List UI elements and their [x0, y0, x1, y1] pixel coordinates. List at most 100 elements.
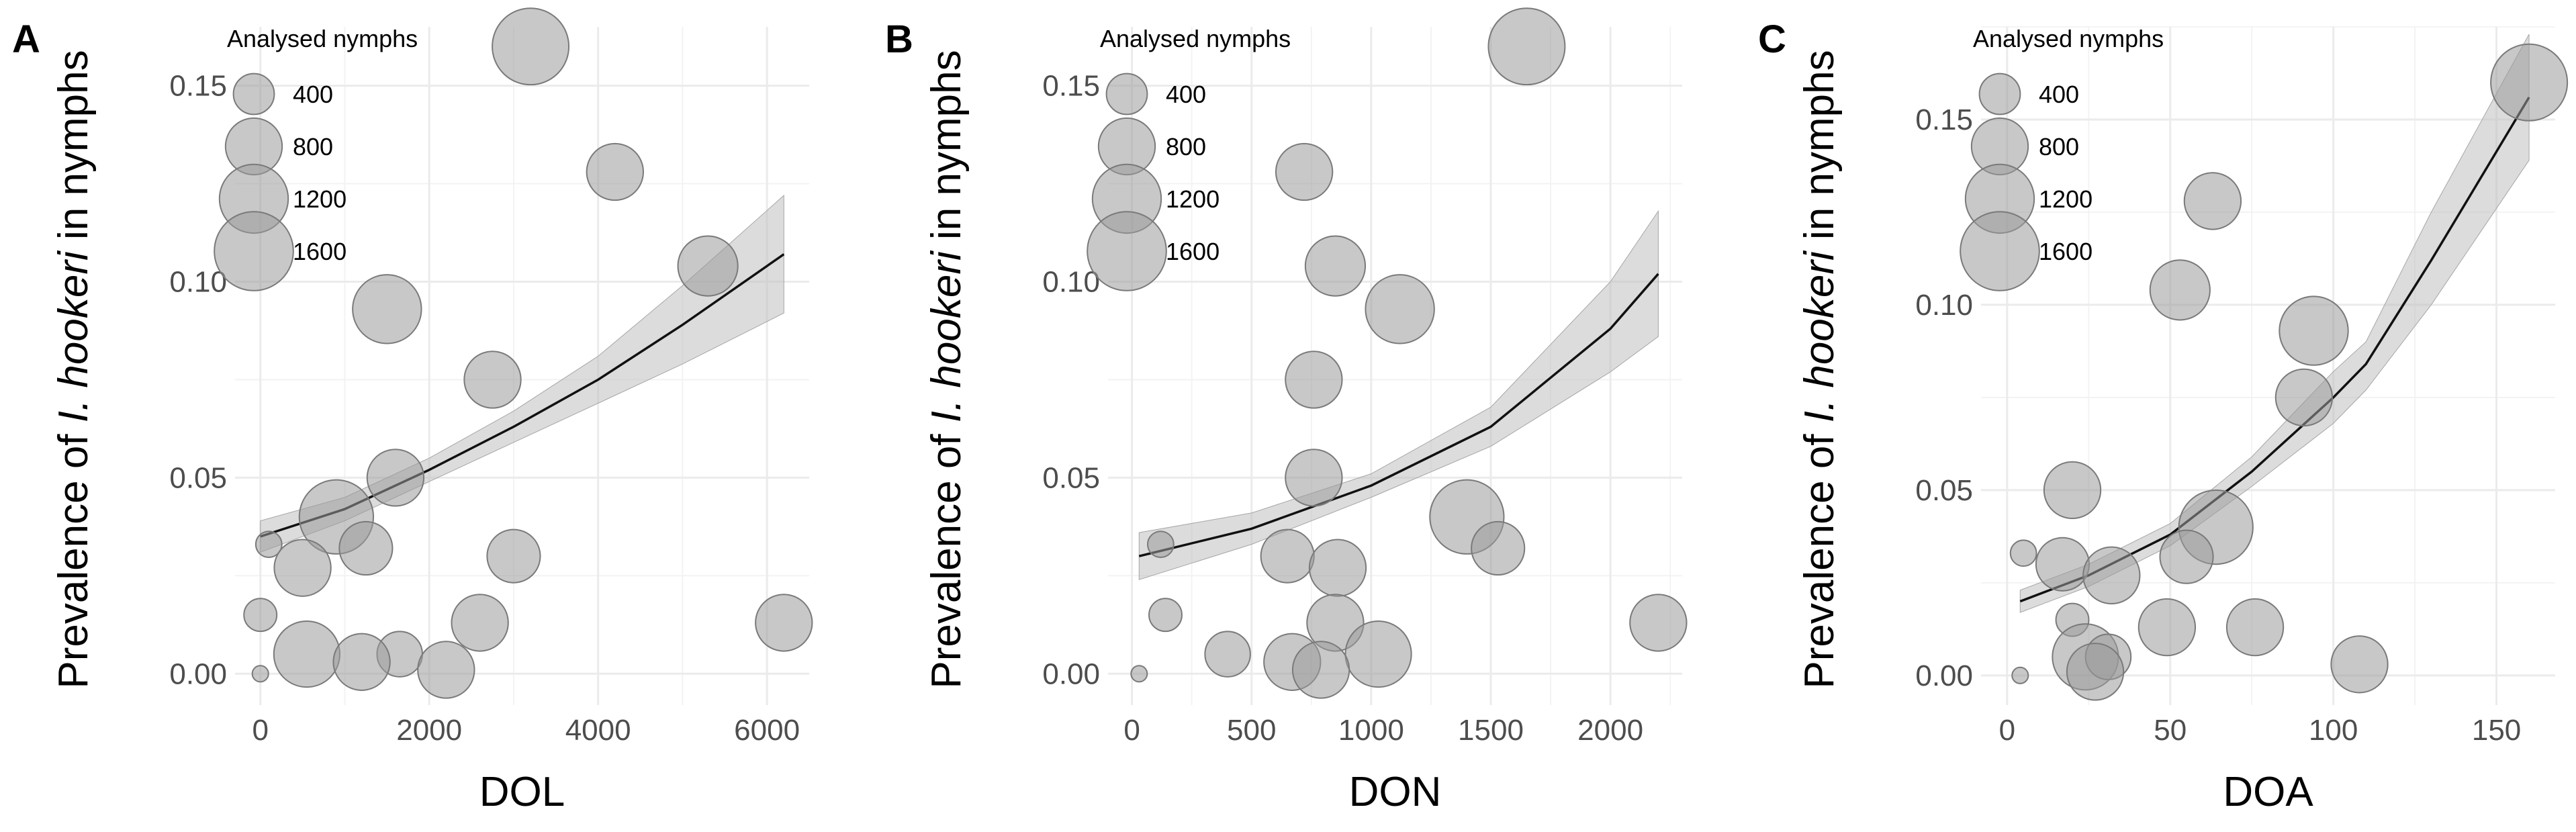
panel-letter: B [885, 17, 913, 61]
legend-key [232, 73, 275, 115]
data-point [2149, 259, 2211, 321]
legend-label: 1600 [1166, 238, 1220, 265]
y-tick-label: 0.05 [1915, 474, 1973, 507]
y-axis-title-species: I. hookeri [1796, 250, 1843, 422]
data-point [2137, 598, 2197, 657]
y-axis-title: Prevalence of I. hookeri in nymphs [50, 50, 97, 688]
legend-label: 800 [293, 133, 333, 160]
panel-letter: C [1758, 17, 1786, 61]
legend-label: 400 [293, 81, 333, 108]
data-points [243, 7, 813, 699]
data-point [366, 449, 425, 507]
x-axis-title: DOL [479, 769, 565, 815]
panel-letter: A [12, 17, 40, 61]
data-point [1291, 641, 1350, 699]
legend-key [214, 211, 294, 291]
data-point [1148, 598, 1183, 633]
x-tick-label: 0 [1123, 714, 1140, 747]
data-point [251, 665, 269, 683]
data-point [338, 520, 394, 576]
y-axis-title-suffix: in nymphs [923, 50, 970, 251]
x-tick-label: 4000 [565, 714, 631, 747]
legend-key [1978, 73, 2021, 115]
data-point [1275, 142, 1334, 201]
legend: Analysed nymphs 400 800 1200 1600 [214, 25, 418, 291]
legend: Analysed nymphs 400 800 1200 1600 [1960, 25, 2164, 291]
data-point [255, 530, 283, 559]
data-point [2035, 537, 2090, 592]
legend-label: 1600 [293, 238, 347, 265]
confidence-band [1138, 210, 1659, 580]
x-tick-label: 2000 [1577, 714, 1643, 747]
x-tick-label: 500 [1227, 714, 1276, 747]
data-point [1204, 631, 1251, 678]
y-tick-label: 0.00 [1915, 659, 1973, 692]
data-point [273, 620, 340, 688]
legend-label: 1200 [1166, 185, 1220, 213]
panel-c: C 0 50 100 150 0.00 0.05 0.10 0.15 DOA Prevalence … [1758, 17, 2569, 815]
data-point [2274, 368, 2334, 427]
y-axis-title-prefix: Prevalence of [1796, 422, 1843, 688]
x-tick-label: 0 [252, 714, 268, 747]
x-tick-label: 50 [2154, 714, 2187, 747]
data-points [2009, 43, 2569, 701]
data-point [2009, 539, 2037, 567]
data-point [243, 598, 278, 633]
data-point [2159, 529, 2214, 584]
legend-label: 1600 [2039, 238, 2092, 265]
data-point [417, 641, 475, 699]
x-tick-label: 1000 [1338, 714, 1404, 747]
panel-a: A 0 2000 4000 6000 0.00 0.05 0.10 0.15 DOL Prevale… [12, 7, 813, 815]
y-axis-title-prefix: Prevalence of [50, 422, 97, 688]
data-point [1260, 528, 1315, 584]
legend-key [1960, 211, 2040, 291]
data-point [1285, 351, 1343, 409]
data-point [332, 633, 391, 691]
y-tick-label: 0.10 [169, 265, 227, 298]
x-tick-label: 6000 [734, 714, 800, 747]
panel-b: B 0 500 1000 1500 2000 0.00 0.05 0.10 0.15 DON Prev… [885, 7, 1688, 815]
x-tick-label: 150 [2472, 714, 2521, 747]
legend-title: Analysed nymphs [1973, 25, 2164, 52]
data-point [677, 235, 739, 297]
y-axis-title: Prevalence of I. hookeri in nymphs [1796, 50, 1843, 688]
data-point [1304, 235, 1367, 297]
legend: Analysed nymphs 400 800 1200 1600 [1087, 25, 1291, 291]
y-tick-label: 0.00 [169, 657, 227, 690]
legend-label: 400 [2039, 81, 2079, 108]
y-axis-title-suffix: in nymphs [1796, 50, 1843, 251]
y-axis-title-species: I. hookeri [923, 250, 970, 422]
fitted-line [1138, 273, 1659, 557]
x-axis-title: DOA [2223, 769, 2313, 815]
y-tick-label: 0.10 [1042, 265, 1100, 298]
data-point [352, 274, 422, 344]
data-point [2066, 643, 2125, 701]
data-point [1487, 7, 1566, 86]
y-tick-label: 0.15 [169, 70, 227, 103]
data-point [1130, 665, 1148, 683]
data-point [1344, 620, 1412, 688]
y-tick-label: 0.05 [1042, 461, 1100, 494]
y-tick-label: 0.05 [169, 461, 227, 494]
data-point [586, 142, 644, 201]
data-points [1130, 7, 1688, 699]
y-tick-label: 0.15 [1042, 70, 1100, 103]
y-axis-title-prefix: Prevalence of [923, 422, 970, 688]
legend-label: 800 [1166, 133, 1206, 160]
data-point [755, 594, 813, 652]
data-point [2043, 461, 2102, 520]
data-point [2225, 598, 2285, 657]
legend-label: 400 [1166, 81, 1206, 108]
data-point [463, 351, 522, 409]
data-point [1308, 539, 1367, 597]
data-point [451, 594, 509, 652]
data-point [273, 539, 332, 597]
legend-title: Analysed nymphs [227, 25, 418, 52]
x-axis-title: DON [1349, 769, 1442, 815]
x-tick-label: 1500 [1458, 714, 1524, 747]
y-axis-title-suffix: in nymphs [50, 50, 97, 251]
grid [235, 27, 809, 705]
y-tick-label: 0.10 [1915, 289, 1973, 322]
x-tick-label: 100 [2309, 714, 2358, 747]
